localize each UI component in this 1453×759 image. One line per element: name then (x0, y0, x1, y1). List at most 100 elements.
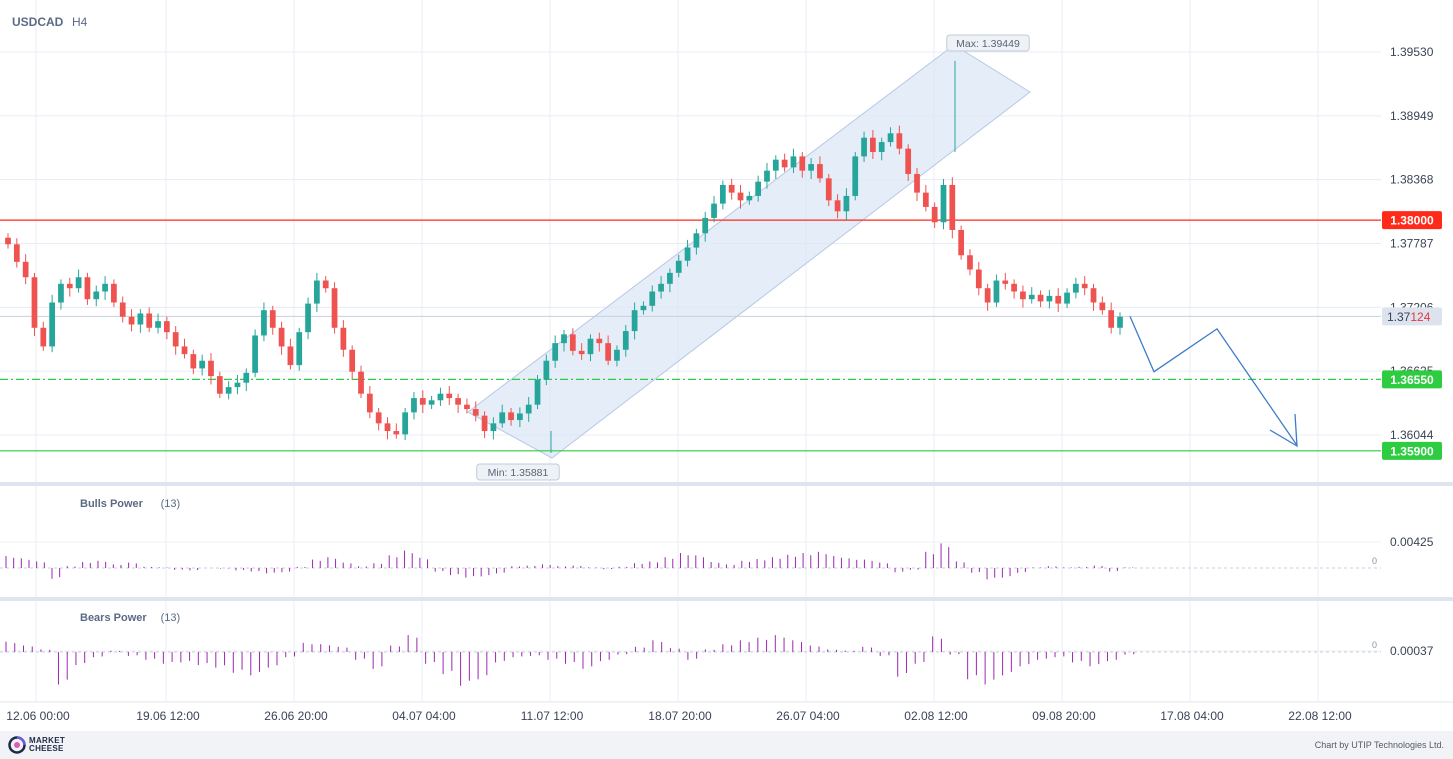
candle-body (817, 164, 823, 179)
candle-body (1028, 294, 1035, 300)
max-label-box (946, 34, 1030, 52)
candle-body (675, 260, 682, 273)
candle-body (790, 156, 797, 168)
candle-body (305, 303, 311, 333)
candle-body (93, 291, 100, 300)
candle-body (146, 313, 153, 328)
candle-body (605, 343, 611, 361)
candle-body (667, 272, 673, 284)
candle-body (472, 409, 479, 416)
candle-body (225, 387, 232, 394)
candle-body (375, 412, 382, 424)
candle-body (764, 170, 770, 182)
candle-body (1002, 280, 1009, 284)
candle-body (781, 159, 788, 168)
candle-body (5, 237, 11, 245)
y-tick-label: 1.38368 (1390, 173, 1434, 187)
level-price-tag (1382, 441, 1442, 460)
candle-body (252, 335, 258, 373)
max-label-text: Max: 1.39449 (956, 38, 1020, 50)
current-price-tag (1382, 307, 1442, 326)
candle-body (358, 371, 364, 394)
candle-body (1081, 283, 1088, 289)
candle-body (596, 338, 603, 344)
candle-body (66, 283, 73, 289)
candle-body (517, 413, 523, 421)
candle-body (102, 283, 108, 292)
candle-body (914, 173, 920, 193)
candle-body (269, 310, 276, 328)
candle-body (711, 203, 717, 218)
candle-body (119, 302, 126, 317)
symbol-label: USDCAD (12, 15, 64, 29)
candle-body (490, 423, 497, 432)
candle-body (569, 334, 576, 351)
indicator-title: Bulls Power (80, 498, 144, 510)
candle-body (993, 280, 1000, 303)
chart-credit: Chart by UTIP Technologies Ltd. (1314, 740, 1444, 750)
x-tick-label: 17.08 04:00 (1160, 709, 1224, 723)
candle-body (234, 382, 241, 388)
candle-body (172, 332, 179, 347)
candle-body (402, 412, 409, 435)
candle-body (40, 327, 47, 347)
candle-body (578, 350, 585, 355)
candle-body (896, 133, 903, 149)
x-tick-label: 18.07 20:00 (648, 709, 712, 723)
current-price-text: 1.37124 (1387, 310, 1431, 324)
candle-body (58, 283, 64, 303)
candle-body (243, 372, 250, 383)
level-price-tag (1382, 211, 1442, 230)
timeframe-label: H4 (72, 15, 88, 29)
candle-body (825, 178, 832, 201)
candle-body (1046, 295, 1053, 302)
panel-separator (0, 597, 1453, 601)
candle-body (296, 332, 303, 366)
candle-body (1011, 283, 1017, 292)
panel-separator (0, 482, 1453, 486)
candle-body (799, 156, 806, 171)
candle-body (949, 184, 956, 230)
candle-body (543, 360, 550, 380)
candle-body (163, 321, 170, 333)
candle-body (481, 415, 488, 432)
candle-body (84, 277, 91, 300)
candle-body (834, 200, 841, 212)
candle-body (155, 321, 161, 328)
candle-body (437, 393, 444, 401)
candle-body (693, 233, 700, 248)
candle-body (728, 184, 735, 193)
y-tick-label: 1.39530 (1390, 45, 1434, 59)
candle-body (508, 412, 514, 421)
time-axis: 12.06 00:00 19.06 12:00 26.06 20:00 04.07 0… (6, 709, 1352, 723)
candle-body (719, 184, 726, 204)
candle-body (843, 195, 850, 212)
chart-canvas[interactable]: Max: 1.39449 Min: 1.35881 1.39530 1.38949 1… (0, 0, 1453, 731)
candle-body (984, 288, 991, 303)
candle-body (1108, 310, 1115, 328)
candle-body (746, 195, 753, 201)
candle-body (1020, 291, 1026, 300)
candle-body (755, 181, 762, 196)
x-tick-label: 11.07 12:00 (521, 709, 584, 723)
cheese-icon (8, 736, 26, 754)
price-levels (0, 219, 1381, 452)
candle-body (13, 244, 20, 262)
candle-body (287, 346, 294, 366)
candle-body (464, 404, 470, 410)
brand-name: MARKET CHEESE (29, 736, 66, 753)
candle-body (861, 137, 867, 157)
x-tick-label: 26.07 04:00 (776, 709, 840, 723)
candle-body (631, 310, 638, 332)
candle-body (499, 412, 506, 424)
min-max-markers: Max: 1.39449 Min: 1.35881 (476, 34, 1030, 481)
candle-body (1090, 288, 1097, 303)
x-tick-label: 19.06 12:00 (136, 709, 200, 723)
candle-body (852, 156, 859, 196)
candle-body (931, 206, 938, 223)
indicator-period: (13) (161, 612, 181, 624)
indicator-tick-label: 0.00037 (1390, 644, 1434, 658)
candle-body (922, 192, 929, 207)
candle-body (905, 148, 912, 174)
candle-body (587, 338, 594, 355)
